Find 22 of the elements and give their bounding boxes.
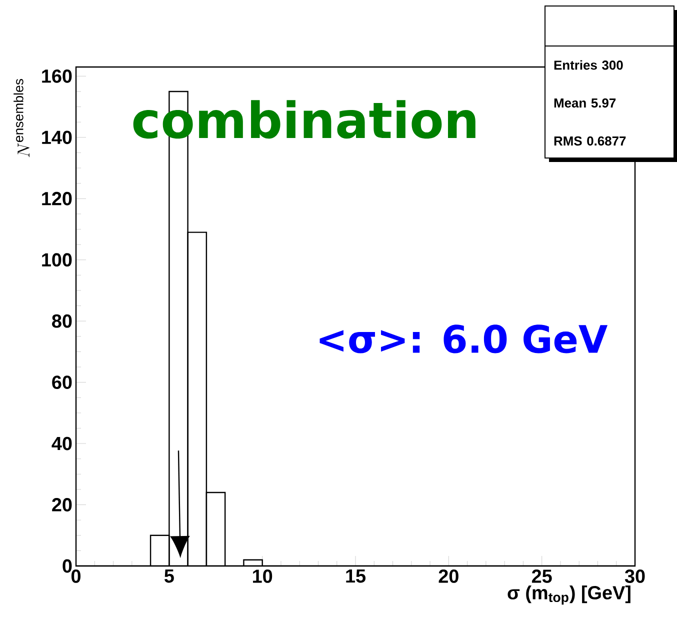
y-tick-label: 60 bbox=[52, 376, 72, 390]
x-tick-label: 15 bbox=[346, 570, 366, 583]
annotation: Mean 5.97 bbox=[554, 98, 616, 108]
annotation: <σ>: 6.0 GeV bbox=[320, 324, 608, 354]
annotation: RMS 0.6877 bbox=[554, 136, 626, 146]
y-tick-label: 80 bbox=[52, 314, 72, 328]
x-axis-title: σ (m$_{top}$) [GeV] bbox=[508, 586, 630, 605]
annotation: Entries 300 bbox=[554, 60, 623, 70]
x-tick-label: 5 bbox=[164, 570, 174, 583]
y-tick-label: 120 bbox=[42, 192, 72, 206]
y-tick-label: 160 bbox=[42, 69, 72, 83]
x-tick-label: 25 bbox=[532, 570, 552, 583]
y-tick-label: 20 bbox=[52, 498, 72, 512]
x-tick-label: 0 bbox=[71, 570, 80, 583]
x-tick-label: 10 bbox=[253, 570, 272, 583]
y-tick-label: 40 bbox=[52, 436, 72, 450]
y-tick-label: 0 bbox=[62, 559, 72, 573]
y-axis-title: $N^{\mathrm{ensembles}}$ bbox=[14, 78, 30, 158]
x-tick-label: 20 bbox=[438, 570, 458, 583]
y-tick-label: 100 bbox=[42, 253, 72, 267]
y-tick-label: 140 bbox=[42, 130, 72, 144]
x-tick-label: 30 bbox=[624, 570, 645, 583]
